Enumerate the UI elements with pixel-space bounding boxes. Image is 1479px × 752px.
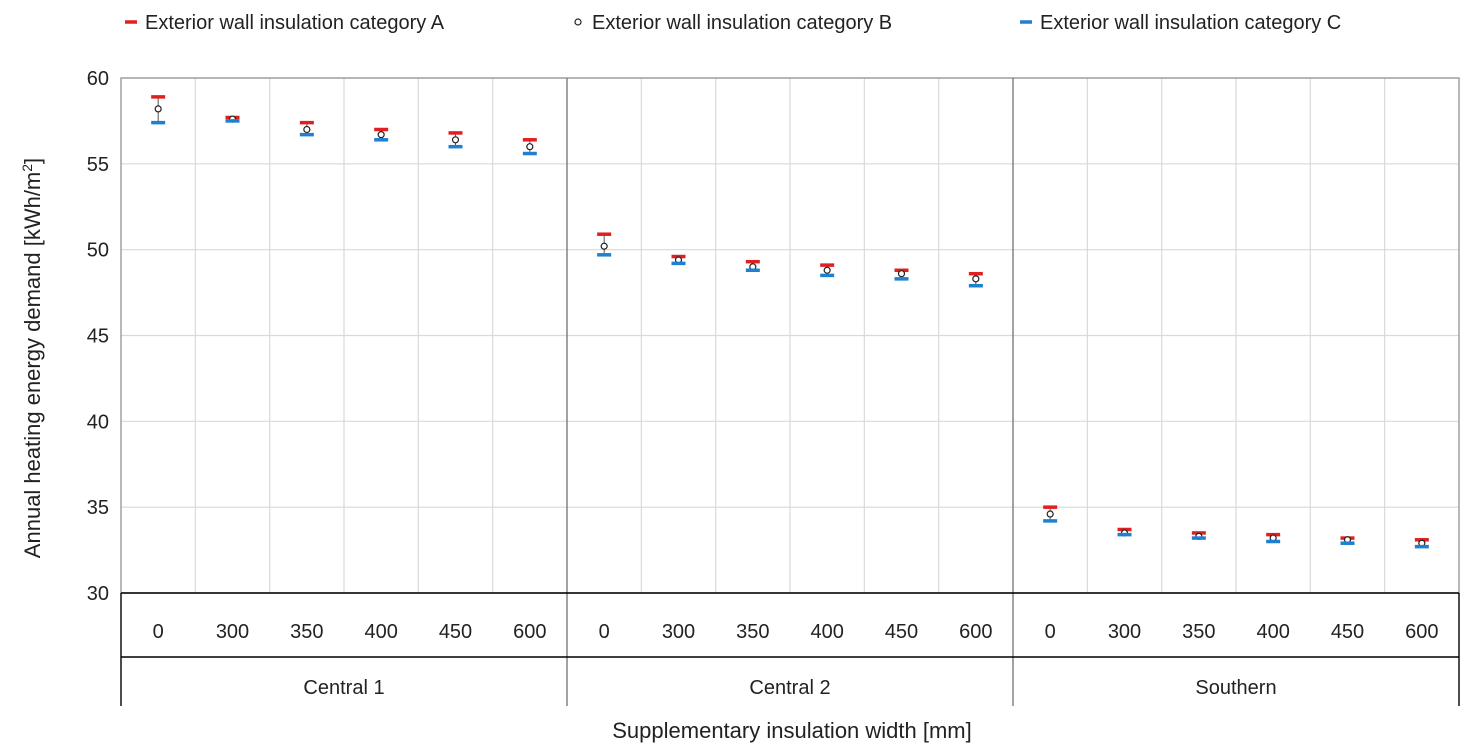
point-category-b bbox=[377, 131, 385, 139]
y-tick-label: 30 bbox=[87, 583, 109, 605]
x-axis: 0 300 350 400 450 600 0 300 350 400 450 600 0 300 350 4… bbox=[153, 621, 1439, 699]
x-tick-label: 0 bbox=[599, 621, 610, 643]
point-category-b bbox=[303, 125, 311, 134]
y-tick-label: 35 bbox=[87, 497, 109, 519]
plot-frame bbox=[120, 77, 1460, 706]
legend-label: Exterior wall insulation category A bbox=[145, 12, 445, 34]
y-tick-label: 60 bbox=[87, 68, 109, 90]
point-category-b bbox=[451, 136, 460, 144]
y-tick-label: 45 bbox=[87, 326, 109, 348]
x-tick-label: 600 bbox=[513, 621, 546, 643]
y-axis-title-superscript: 2 bbox=[19, 164, 35, 172]
x-tick-label: 450 bbox=[885, 621, 918, 643]
x-tick-label: 0 bbox=[1045, 621, 1056, 643]
x-tick-label: 300 bbox=[216, 621, 249, 643]
x-tick-label: 350 bbox=[736, 621, 769, 643]
x-tick-label: 300 bbox=[662, 621, 695, 643]
point-category-b bbox=[1046, 510, 1054, 518]
point-category-b bbox=[972, 275, 980, 283]
y-axis-title: Annual heating energy demand [kWh/m2] bbox=[19, 158, 45, 558]
x-tick-label: 0 bbox=[153, 621, 164, 643]
y-tick-label: 40 bbox=[87, 411, 109, 433]
x-tick-label: 400 bbox=[810, 621, 843, 643]
gridlines bbox=[121, 77, 1459, 593]
y-axis-title-end: ] bbox=[20, 158, 45, 164]
x-tick-label: 350 bbox=[1182, 621, 1215, 643]
point-category-b bbox=[600, 242, 608, 250]
x-tick-label: 350 bbox=[290, 621, 323, 643]
point-category-b bbox=[897, 270, 906, 278]
point-category-b bbox=[154, 105, 162, 113]
x-tick-label: 600 bbox=[1405, 621, 1438, 643]
y-tick-label: 55 bbox=[87, 154, 109, 176]
x-tick-label: 600 bbox=[959, 621, 992, 643]
x-tick-label: 450 bbox=[1331, 621, 1364, 643]
point-category-b bbox=[823, 266, 831, 274]
group-label: Central 1 bbox=[303, 677, 384, 699]
legend-label: Exterior wall insulation category C bbox=[1040, 12, 1341, 34]
legend-label: Exterior wall insulation category B bbox=[592, 12, 892, 34]
group-label: Central 2 bbox=[749, 677, 830, 699]
y-tick-label: 50 bbox=[87, 240, 109, 262]
x-tick-label: 400 bbox=[1256, 621, 1289, 643]
legend: Exterior wall insulation category A Exter… bbox=[125, 12, 1341, 34]
x-tick-label: 450 bbox=[439, 621, 472, 643]
x-tick-label: 300 bbox=[1108, 621, 1141, 643]
data-marks bbox=[151, 95, 1429, 549]
y-axis: 30 35 40 45 50 55 60 bbox=[87, 68, 109, 605]
x-tick-label: 400 bbox=[364, 621, 397, 643]
x-axis-title: Supplementary insulation width [mm] bbox=[612, 718, 972, 743]
y-axis-title-main: Annual heating energy demand [kWh/m bbox=[20, 172, 45, 558]
group-label: Southern bbox=[1195, 677, 1276, 699]
point-category-b bbox=[526, 143, 534, 151]
legend-marker-b bbox=[574, 18, 582, 26]
